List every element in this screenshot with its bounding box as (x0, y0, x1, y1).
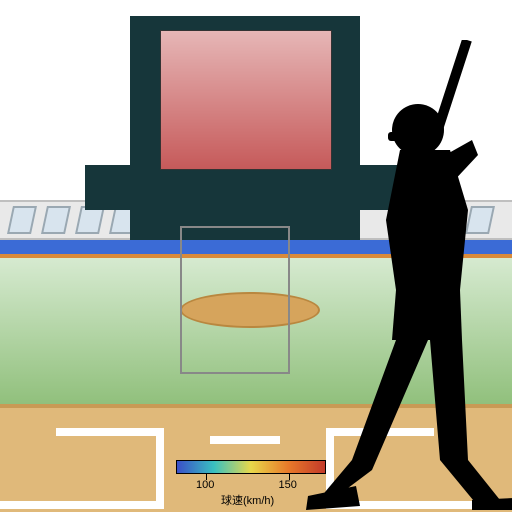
speed-legend-title: 球速(km/h) (221, 492, 274, 508)
batter-silhouette (300, 40, 512, 510)
legend-tick-label: 150 (279, 479, 297, 491)
legend-tick-label: 100 (196, 479, 214, 491)
